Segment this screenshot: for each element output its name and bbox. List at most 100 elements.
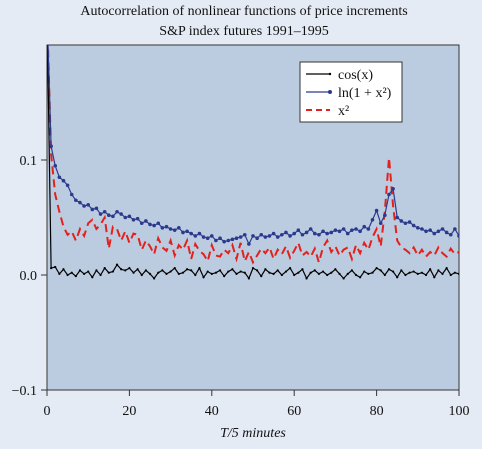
data-point — [128, 267, 131, 270]
data-point — [111, 270, 115, 273]
data-point — [256, 269, 259, 272]
data-point — [362, 224, 367, 229]
data-point — [65, 183, 70, 188]
data-point — [378, 221, 383, 226]
data-point — [407, 220, 412, 224]
data-point — [148, 272, 152, 275]
data-point — [190, 269, 193, 272]
data-point — [301, 268, 304, 271]
data-point — [185, 229, 189, 234]
data-point — [416, 272, 419, 275]
data-point — [333, 228, 338, 232]
data-point — [120, 268, 123, 271]
chart-title: Autocorrelation of nonlinear functions o… — [80, 4, 407, 19]
data-point — [255, 236, 259, 240]
data-point — [444, 230, 449, 235]
data-point — [341, 227, 346, 231]
data-point — [222, 239, 226, 244]
data-point — [313, 231, 317, 236]
data-point — [119, 212, 123, 216]
data-point — [173, 267, 176, 270]
data-point — [440, 227, 445, 231]
data-point — [235, 272, 238, 275]
data-point — [136, 268, 139, 271]
data-point — [169, 270, 172, 273]
data-point — [420, 227, 424, 231]
data-point — [263, 235, 268, 239]
data-point — [453, 227, 457, 231]
data-point — [177, 226, 181, 230]
data-point — [148, 222, 152, 227]
data-point — [62, 268, 65, 271]
y-tick-label: −0.1 — [12, 384, 37, 399]
data-point — [329, 230, 334, 235]
data-point — [371, 271, 374, 274]
data-point — [408, 271, 411, 274]
data-point — [403, 221, 408, 226]
data-point — [115, 263, 119, 266]
data-point — [453, 271, 456, 274]
data-point — [432, 231, 437, 236]
data-point — [428, 228, 432, 232]
data-point — [139, 221, 144, 226]
data-point — [197, 231, 202, 236]
series-layer — [47, 45, 459, 280]
data-point — [321, 270, 325, 273]
data-point — [127, 214, 132, 219]
data-point — [74, 275, 77, 278]
data-point — [359, 276, 362, 279]
data-point — [172, 228, 177, 232]
data-point — [429, 268, 432, 271]
series-0 — [47, 45, 459, 280]
data-point — [293, 273, 296, 277]
data-point — [78, 200, 82, 205]
data-point — [416, 226, 420, 230]
data-point — [313, 269, 316, 272]
x-tick-label: 0 — [44, 404, 51, 419]
data-point — [272, 272, 275, 275]
data-point — [457, 234, 459, 238]
series-2 — [47, 45, 459, 267]
data-point — [363, 270, 366, 273]
data-point — [325, 231, 329, 236]
data-point — [54, 265, 57, 269]
data-point — [412, 270, 415, 273]
data-point — [457, 272, 459, 275]
legend-marker — [328, 72, 332, 76]
data-point — [297, 271, 300, 274]
data-point — [238, 235, 243, 239]
data-point — [308, 227, 313, 231]
data-point — [123, 215, 128, 220]
data-point — [338, 272, 341, 275]
x-axis-label: T/5 minutes — [220, 426, 286, 441]
legend-marker — [328, 90, 332, 94]
data-point — [164, 224, 169, 229]
data-point — [354, 273, 358, 277]
data-point — [391, 270, 395, 273]
data-point — [288, 267, 292, 270]
data-point — [189, 231, 193, 236]
data-point — [103, 267, 106, 270]
data-point — [441, 272, 444, 275]
data-point — [156, 221, 161, 226]
data-point — [144, 269, 147, 272]
data-point — [194, 273, 197, 277]
chart-subtitle: S&P index futures 1991–1995 — [159, 24, 328, 39]
data-point — [153, 277, 156, 280]
data-point — [396, 276, 399, 279]
data-point — [387, 268, 391, 271]
data-point — [424, 229, 428, 234]
data-point — [292, 231, 297, 236]
data-point — [202, 276, 205, 279]
data-point — [400, 269, 403, 272]
data-point — [247, 277, 250, 280]
data-point — [152, 223, 156, 228]
data-point — [264, 268, 267, 271]
data-point — [260, 275, 263, 278]
data-point — [387, 192, 391, 197]
data-point — [86, 203, 90, 207]
data-point — [350, 269, 353, 272]
data-point — [354, 227, 358, 231]
data-point — [58, 272, 61, 275]
data-point — [181, 271, 185, 274]
